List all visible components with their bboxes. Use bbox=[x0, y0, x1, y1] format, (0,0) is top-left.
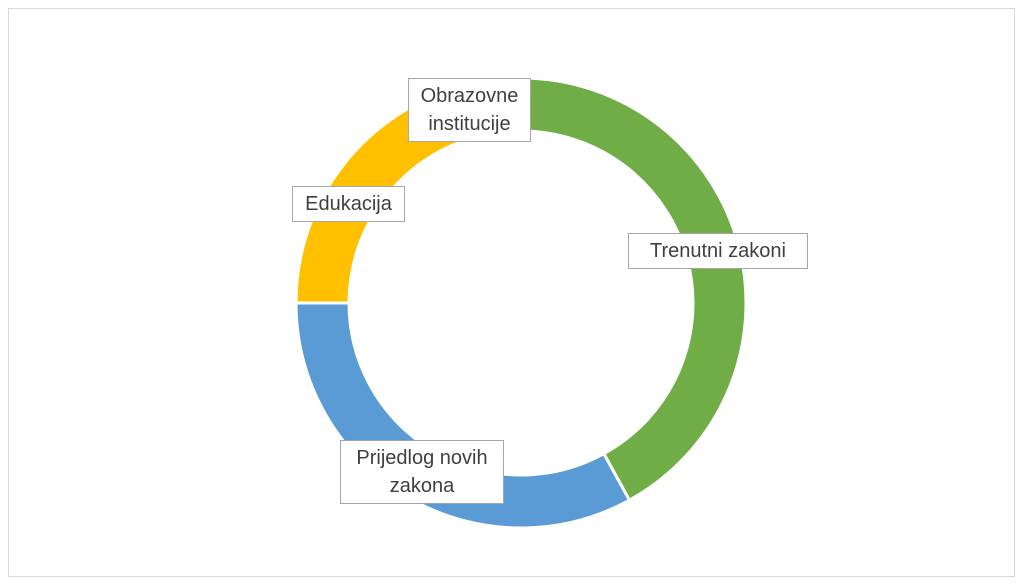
slice-label: Obrazovne institucije bbox=[408, 78, 531, 142]
donut-slice bbox=[519, 76, 748, 503]
slice-label: Edukacija bbox=[292, 186, 405, 222]
slice-label: Prijedlog novih zakona bbox=[340, 440, 504, 504]
slice-label: Trenutni zakoni bbox=[628, 233, 808, 269]
